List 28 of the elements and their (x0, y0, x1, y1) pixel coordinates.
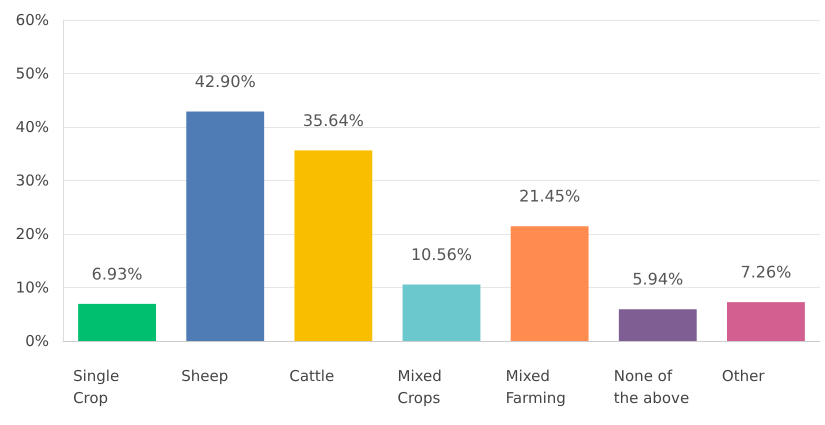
data-label: 35.64% (302, 110, 364, 130)
x-tick-label: Other (722, 367, 766, 385)
data-label: 5.94% (632, 270, 684, 289)
bar (510, 226, 589, 341)
y-tick-label: 20% (16, 225, 49, 243)
bar (294, 150, 372, 341)
data-label: 7.26% (740, 262, 792, 282)
y-tick-label: 10% (16, 278, 49, 296)
y-tick-label: 40% (16, 118, 49, 136)
bar (618, 309, 697, 341)
x-tick-label: Mixed Crops (398, 367, 447, 407)
data-label: 6.93% (92, 264, 142, 284)
bar (78, 304, 156, 341)
data-label: 10.56% (410, 245, 472, 264)
x-tick-label: Sheep (181, 367, 228, 385)
data-label: 42.90% (194, 72, 256, 91)
x-tick-label: Cattle (289, 367, 334, 385)
x-tick-label: Single Crop (73, 367, 124, 407)
x-tick-label: None of the above (614, 367, 690, 407)
y-tick-label: 60% (16, 11, 49, 29)
bar (402, 284, 480, 341)
y-tick-label: 50% (16, 64, 49, 82)
data-label: 21.45% (519, 186, 580, 206)
bar (726, 302, 805, 341)
x-tick-label: Mixed Farming (506, 367, 566, 407)
bar (186, 111, 264, 341)
y-tick-label: 0% (25, 332, 49, 350)
y-tick-label: 30% (16, 172, 49, 190)
